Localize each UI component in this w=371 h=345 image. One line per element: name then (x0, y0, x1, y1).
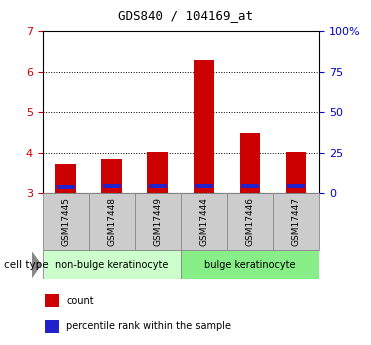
Text: GSM17449: GSM17449 (153, 197, 162, 246)
Bar (43, 193, 89, 250)
Bar (147, 152, 168, 193)
Bar (181, 250, 319, 279)
Bar (286, 152, 306, 193)
Bar (103, 184, 121, 188)
Bar (45, 294, 59, 307)
Text: GSM17448: GSM17448 (107, 197, 116, 246)
Bar (227, 193, 273, 250)
Bar (45, 320, 59, 333)
Bar (195, 184, 213, 188)
Bar (240, 133, 260, 193)
Text: count: count (66, 296, 94, 306)
Bar (89, 193, 135, 250)
Bar (149, 184, 167, 188)
Bar (135, 193, 181, 250)
Bar (57, 185, 75, 189)
Text: cell type: cell type (4, 260, 48, 270)
Bar (55, 164, 76, 193)
Text: non-bulge keratinocyte: non-bulge keratinocyte (55, 260, 168, 270)
Bar (101, 159, 122, 193)
Text: GSM17446: GSM17446 (246, 197, 255, 246)
Text: bulge keratinocyte: bulge keratinocyte (204, 260, 296, 270)
Text: GDS840 / 104169_at: GDS840 / 104169_at (118, 9, 253, 22)
Bar (287, 184, 305, 188)
Bar (194, 60, 214, 193)
Bar (241, 184, 259, 188)
Text: GSM17447: GSM17447 (292, 197, 301, 246)
Bar (273, 193, 319, 250)
Polygon shape (32, 252, 41, 278)
Text: GSM17444: GSM17444 (199, 197, 209, 246)
Bar (43, 250, 181, 279)
Bar (181, 193, 227, 250)
Text: GSM17445: GSM17445 (61, 197, 70, 246)
Text: percentile rank within the sample: percentile rank within the sample (66, 322, 231, 332)
